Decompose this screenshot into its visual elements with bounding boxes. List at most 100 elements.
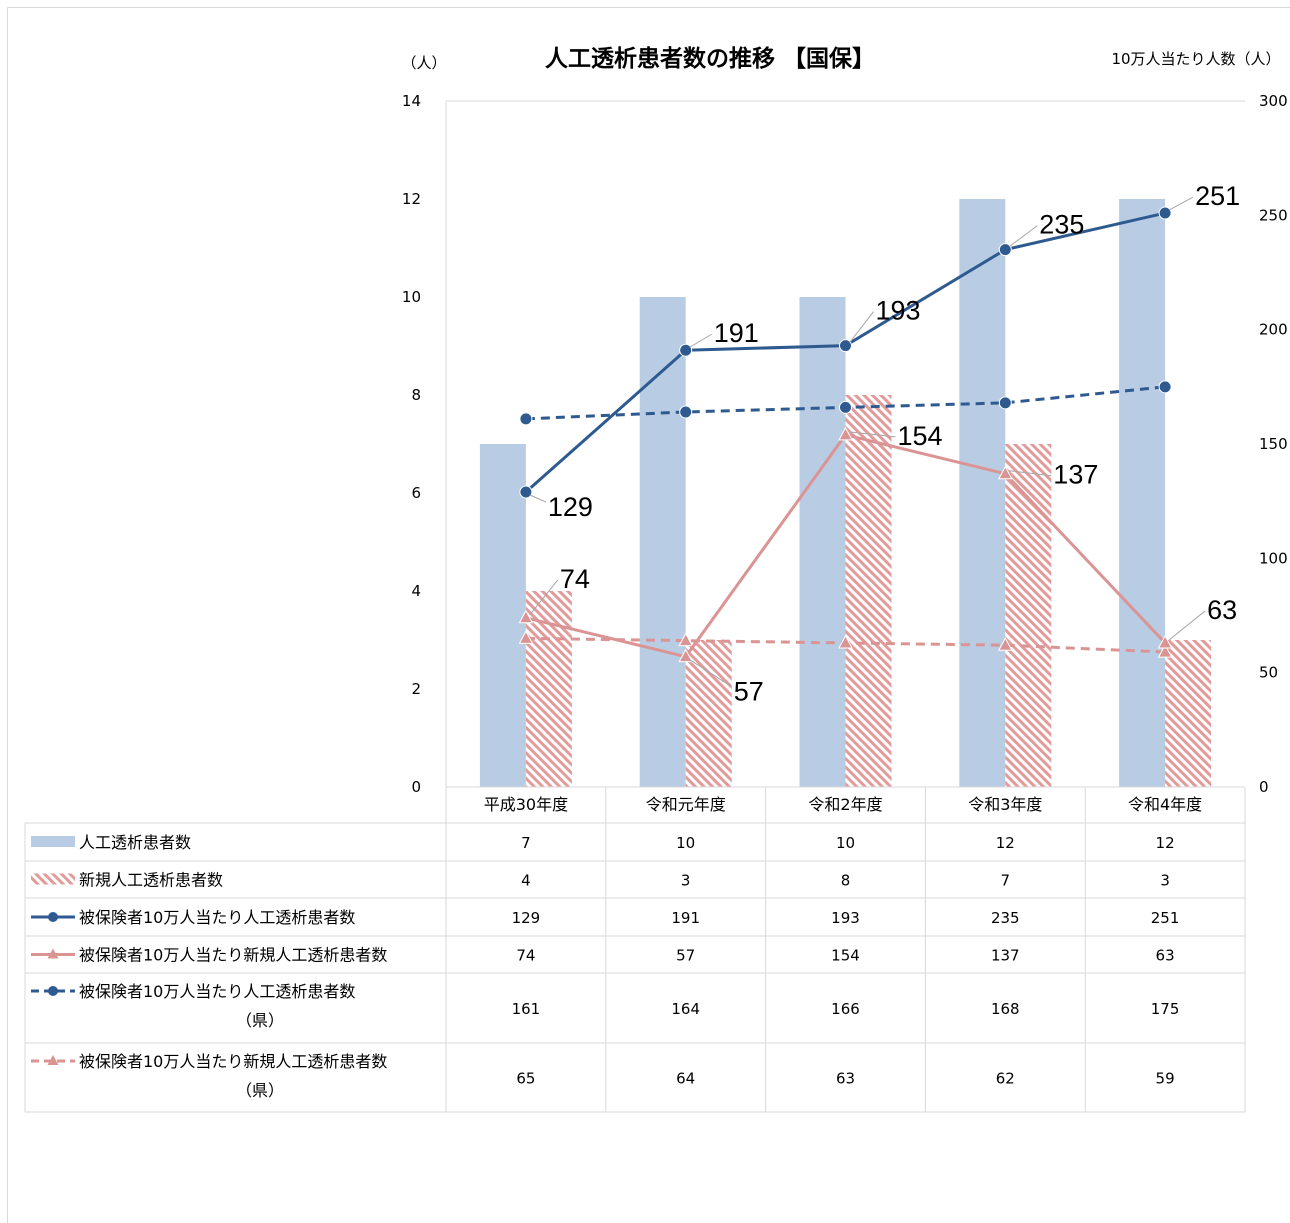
data-label: 251 [1195,181,1240,211]
table-cell: 10 [676,834,695,852]
table-cell: 161 [512,1000,541,1018]
legend-key-marker [48,986,58,996]
data-label-leader [689,333,712,348]
table-cell: 8 [841,872,851,890]
bar-dialysis-patients [639,297,686,787]
category-label: 令和4年度 [1128,795,1202,814]
data-label-leader [1009,470,1052,477]
series-point-4 [679,405,693,419]
series-point-5 [678,632,694,647]
table-cell: 65 [516,1070,535,1088]
table-cell: 64 [676,1070,695,1088]
series-point-5 [518,630,534,644]
data-label: 235 [1039,210,1084,240]
bar-dialysis-patients [959,199,1006,787]
table-cell: 4 [521,872,531,890]
data-label-leader [689,659,732,688]
series-point-4 [1158,380,1172,394]
category-label: 令和3年度 [968,795,1042,814]
series-point-4 [519,412,533,426]
data-label-leader [1008,225,1038,248]
data-label-leader [1168,196,1194,211]
legend-label: 被保険者10万人当たり人工透析患者数 [79,982,355,1001]
table-cell: 12 [996,834,1015,852]
y-right-tick-label: 300 [1259,92,1288,110]
data-label: 154 [898,421,943,451]
table-cell: 12 [1156,834,1175,852]
series-point-3 [997,465,1013,480]
bar-new-dialysis-patients [685,640,732,787]
legend-key-marker [47,948,59,959]
category-label: 令和元年度 [646,795,726,814]
table-cell: 3 [1160,872,1170,890]
legend-key-marker [48,912,58,922]
data-label: 57 [734,677,764,707]
table-cell: 251 [1151,909,1180,927]
bar-dialysis-patients [479,444,526,787]
legend-label: 新規人工透析患者数 [79,871,223,890]
table-cell: 137 [991,947,1020,965]
series-point-2 [839,339,852,353]
data-label: 137 [1053,460,1098,490]
y-left-tick-label: 14 [402,92,421,110]
category-label: 平成30年度 [484,795,568,814]
series-point-2 [519,485,533,499]
series-point-2 [1158,206,1172,220]
series-point-5 [997,637,1013,651]
bar-dialysis-patients [1119,199,1166,787]
legend-key-marker [47,1055,59,1065]
data-label: 193 [876,296,921,326]
series-point-3 [838,426,853,441]
data-label: 74 [560,564,590,594]
series-point-4 [998,396,1012,410]
legend-label-suffix: （県） [236,1011,284,1030]
y-left-tick-label: 6 [411,484,421,502]
table-cell: 7 [521,834,531,852]
series-point-5 [1157,644,1173,658]
y-left-tick-label: 12 [402,190,421,208]
bar-new-dialysis-patients [845,395,892,787]
series-point-5 [838,634,853,649]
data-label: 129 [548,492,593,522]
table-cell: 74 [516,947,535,965]
table-cell: 193 [831,909,860,927]
series-point-3 [1157,634,1173,649]
data-label-leader [529,579,559,616]
data-label-leader [1168,610,1206,641]
table-cell: 63 [836,1070,855,1088]
y-right-tick-label: 200 [1259,321,1288,339]
y-left-axis-label: （人） [401,54,446,72]
y-left-tick-label: 8 [411,386,421,404]
y-right-tick-label: 100 [1259,549,1288,567]
y-right-tick-label: 50 [1259,664,1278,682]
table-cell: 154 [831,947,860,965]
legend-label: 被保険者10万人当たり新規人工透析患者数 [79,946,387,965]
table-cell: 57 [676,947,695,965]
data-label: 191 [714,318,759,348]
chart-title: 人工透析患者数の推移 【国保】 [545,45,875,72]
series-point-3 [518,609,534,624]
y-right-tick-label: 150 [1259,435,1288,453]
legend-label: 被保険者10万人当たり人工透析患者数 [79,908,355,927]
table-cell: 7 [1001,872,1011,890]
category-label: 令和2年度 [808,795,882,814]
legend-label: 被保険者10万人当たり新規人工透析患者数 [79,1052,387,1071]
table-cell: 129 [512,909,541,927]
y-left-tick-label: 4 [411,582,421,600]
table-cell: 62 [996,1070,1015,1088]
table-cell: 10 [836,834,855,852]
series-point-3 [678,648,694,663]
table-cell: 168 [991,1000,1020,1018]
series-point-2 [679,343,693,357]
table-cell: 166 [831,1000,860,1018]
bar-dialysis-patients [799,297,846,787]
table-cell: 59 [1156,1070,1175,1088]
table-cell: 164 [671,1000,700,1018]
table-cell: 175 [1151,1000,1180,1018]
legend-key-bar [31,836,75,847]
table-cell: 235 [991,909,1020,927]
y-left-tick-label: 0 [411,778,421,796]
data-label-leader [849,311,874,343]
series-point-4 [839,400,852,414]
legend-label-suffix: （県） [236,1081,284,1100]
